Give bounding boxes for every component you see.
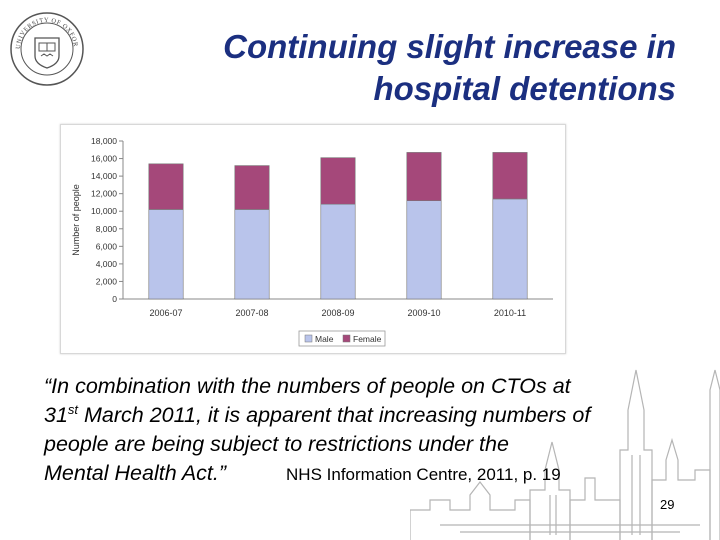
quote-line-3: people are being subject to restrictions… — [44, 432, 509, 456]
slide-title: Continuing slight increase in hospital d… — [116, 26, 676, 110]
slide-title-line-2: hospital detentions — [373, 70, 676, 107]
y-tick-label: 18,000 — [91, 136, 117, 146]
stacked-bar-chart: Number of people 0 2,000 4,000 6,000 8,000 10… — [71, 136, 553, 347]
y-tick-label: 0 — [112, 294, 117, 304]
bar-segment-female — [406, 152, 442, 201]
y-tick-label: 10,000 — [91, 206, 117, 216]
y-tick-label: 16,000 — [91, 154, 117, 164]
y-tick-label: 14,000 — [91, 171, 117, 181]
bar-segment-male — [492, 198, 528, 300]
legend-frame — [298, 330, 386, 347]
university-crest-logo: UNIVERSITY OF OXFORD — [8, 10, 84, 86]
bar-stacks — [148, 152, 528, 300]
legend-swatch-female — [342, 334, 351, 343]
x-tick-label: 2009-10 — [407, 308, 440, 318]
x-tick-label: 2010-11 — [494, 308, 526, 318]
y-tick-label: 4,000 — [96, 259, 118, 269]
quote-date-number: 31 — [44, 403, 68, 427]
x-tick-labels: 2006-07 2007-08 2008-09 2009-10 2010-11 — [149, 308, 526, 318]
oxford-skyline-illustration — [410, 369, 720, 540]
quote-line-1: “In combination with the numbers of peop… — [44, 374, 571, 398]
bar-segment-male — [234, 209, 270, 300]
legend-swatch-male — [304, 334, 313, 343]
chart-legend: Male Female — [298, 330, 386, 347]
bar-segment-male — [406, 200, 442, 300]
bar-segment-female — [492, 152, 528, 200]
slide-title-line-1: Continuing slight increase in — [223, 28, 676, 65]
x-tick-label: 2008-09 — [321, 308, 354, 318]
quote-date-suffix: st — [67, 402, 79, 417]
legend-label-male: Male — [315, 334, 334, 344]
quote-line-2: 31st March 2011, it is apparent that inc… — [44, 401, 684, 430]
legend-label-female: Female — [353, 334, 382, 344]
page-number: 29 — [660, 497, 675, 512]
y-tick-label: 6,000 — [96, 241, 118, 251]
quote-line-4-text: Mental Health Act.” — [44, 461, 227, 485]
bar-segment-female — [234, 165, 270, 210]
quote-line-2-text: March 2011, it is apparent that increasi… — [78, 403, 591, 427]
y-tick-labels: 0 2,000 4,000 6,000 8,000 10,000 12,000 14,000 1… — [91, 136, 123, 304]
quote-line-4: Mental Health Act.” NHS Information Centr… — [44, 459, 684, 489]
y-tick-label: 12,000 — [91, 189, 117, 199]
y-axis-title: Number of people — [71, 184, 81, 256]
quote-citation: NHS Information Centre, 2011, p. 19 — [286, 465, 561, 484]
bar-segment-female — [148, 163, 184, 210]
bar-segment-male — [148, 209, 184, 300]
y-axis-title-group: Number of people — [71, 184, 81, 256]
quotation: “In combination with the numbers of peop… — [44, 372, 684, 489]
y-tick-label: 2,000 — [96, 276, 118, 286]
x-tick-label: 2007-08 — [235, 308, 268, 318]
x-tick-label: 2006-07 — [149, 308, 182, 318]
y-tick-label: 8,000 — [96, 224, 118, 234]
bar-segment-male — [320, 203, 356, 300]
bar-segment-female — [320, 157, 356, 205]
chart-panel: Number of people 0 2,000 4,000 6,000 8,000 10… — [60, 124, 566, 354]
